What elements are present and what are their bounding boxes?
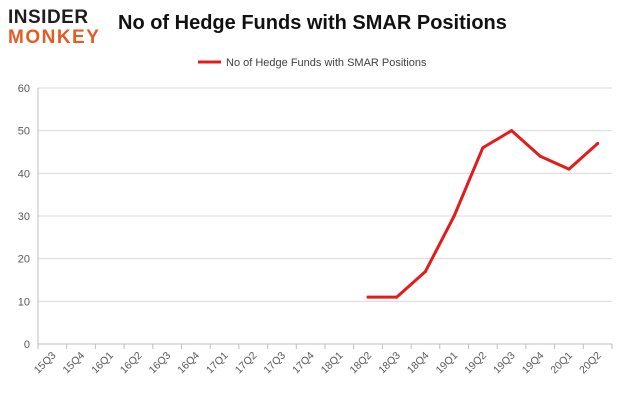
- chart-title: No of Hedge Funds with SMAR Positions: [118, 12, 507, 34]
- x-tick-label: 19Q2: [462, 350, 489, 377]
- x-tick-label: 16Q4: [175, 350, 202, 377]
- y-tick-label: 60: [18, 83, 30, 95]
- x-tick-label: 16Q2: [118, 350, 145, 377]
- x-tick-label: 18Q4: [405, 350, 432, 377]
- data-point: [395, 295, 399, 299]
- y-tick-label: 30: [18, 211, 30, 223]
- logo-line-insider: INSIDER: [8, 7, 89, 28]
- logo-line-monkey: MONKEY: [8, 27, 101, 48]
- x-tick-label: 19Q3: [491, 350, 518, 377]
- y-tick-label: 20: [18, 254, 30, 266]
- data-point: [567, 167, 571, 171]
- x-tick-label: 18Q1: [319, 350, 346, 377]
- insider-monkey-logo: INSIDER MONKEY: [8, 8, 100, 48]
- x-tick-label: 20Q2: [577, 350, 604, 377]
- legend-label: No of Hedge Funds with SMAR Positions: [226, 57, 427, 69]
- series-line: [366, 129, 600, 299]
- y-tick-label: 0: [24, 339, 30, 351]
- x-tick-label: 19Q4: [520, 350, 547, 377]
- y-tick-label: 50: [18, 126, 30, 138]
- x-tick-label: 15Q4: [61, 350, 88, 377]
- x-tick-label: 17Q3: [261, 350, 288, 377]
- x-tick-label: 18Q3: [376, 350, 403, 377]
- x-tick-label: 17Q4: [290, 350, 317, 377]
- y-tick-label: 40: [18, 168, 30, 180]
- data-point: [510, 129, 514, 133]
- data-point: [423, 269, 427, 273]
- x-tick-label: 16Q3: [147, 350, 174, 377]
- x-tick-label: 15Q3: [32, 350, 59, 377]
- data-point: [481, 146, 485, 150]
- data-point: [452, 214, 456, 218]
- x-tick-label: 20Q1: [548, 350, 575, 377]
- data-point: [596, 141, 600, 145]
- legend: No of Hedge Funds with SMAR Positions: [198, 57, 427, 69]
- x-tick-label: 19Q1: [434, 350, 461, 377]
- x-tick-label: 17Q2: [233, 350, 260, 377]
- x-tick-label: 17Q1: [204, 350, 231, 377]
- y-tick-label: 10: [18, 296, 30, 308]
- data-point: [538, 154, 542, 158]
- data-point: [366, 295, 370, 299]
- x-tick-label: 18Q2: [348, 350, 375, 377]
- x-tick-label: 16Q1: [89, 350, 116, 377]
